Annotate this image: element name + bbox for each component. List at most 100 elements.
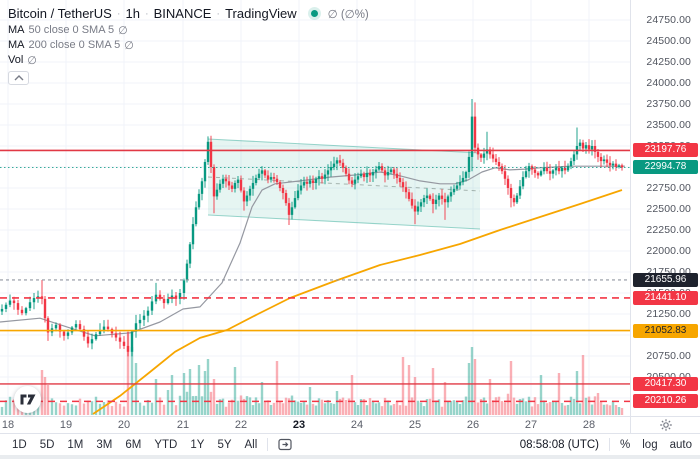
candle-body xyxy=(62,331,66,336)
chart-canvas[interactable] xyxy=(0,0,630,416)
range-button-3m[interactable]: 3M xyxy=(96,438,113,451)
volume-bar xyxy=(473,359,477,415)
candle-body xyxy=(527,166,531,172)
candle-body xyxy=(482,153,486,158)
volume-bar xyxy=(476,402,480,415)
candle-body xyxy=(326,170,330,175)
volume-bar xyxy=(542,400,546,415)
volume-bar xyxy=(62,405,66,415)
candle-body xyxy=(347,173,351,181)
window-bottom-edge xyxy=(0,455,700,459)
candle-body xyxy=(32,298,36,303)
axis-settings-gear-icon[interactable] xyxy=(659,418,675,432)
candle-body xyxy=(350,180,354,184)
volume-bar xyxy=(518,398,522,415)
volume-bar xyxy=(434,400,438,415)
volume-bar xyxy=(257,403,261,415)
price-change-value: ∅ (∅%) xyxy=(327,8,369,21)
tradingview-logo[interactable] xyxy=(14,386,41,413)
candle-body xyxy=(278,182,282,188)
candle-body xyxy=(302,182,306,186)
legend-collapse-button[interactable] xyxy=(8,71,29,85)
volume-bar xyxy=(54,402,58,415)
candle-body xyxy=(374,169,378,173)
exchange-label[interactable]: BINANCE xyxy=(153,6,212,21)
date-range-buttons: 1D 5D 1M 3M 6M YTD 1Y 5Y All xyxy=(0,439,257,451)
candle-body xyxy=(509,188,513,199)
candle-body xyxy=(368,172,372,176)
candle-body xyxy=(500,166,504,172)
candle-body xyxy=(8,300,12,305)
candle-body xyxy=(150,301,154,311)
volume-bar xyxy=(452,400,456,415)
market-status-icon[interactable] xyxy=(310,10,318,17)
candle-body xyxy=(166,298,170,304)
time-axis[interactable]: 18 19 20 21 22 23 24 25 26 27 28 xyxy=(0,416,700,433)
chart-area[interactable] xyxy=(0,0,630,416)
price-tick-label: 22750.00 xyxy=(646,182,691,194)
time-axis-label: 21 xyxy=(176,419,190,431)
candle-body xyxy=(12,300,16,304)
indicator-name: MA xyxy=(8,39,25,51)
candle-body xyxy=(0,308,4,312)
price-label-pill: 21052.83 xyxy=(633,323,698,338)
range-button-5d[interactable]: 5D xyxy=(39,438,55,451)
symbol-title[interactable]: Bitcoin / TetherUS xyxy=(8,6,112,21)
candle-body xyxy=(24,308,28,314)
volume-bar xyxy=(602,404,606,415)
range-button-1m[interactable]: 1M xyxy=(67,438,84,451)
candle-body xyxy=(521,177,525,187)
time-axis-label: 25 xyxy=(408,419,422,431)
candle-body xyxy=(428,195,432,199)
volume-bar xyxy=(437,399,441,415)
candle-body xyxy=(344,167,348,174)
scale-button-auto[interactable]: auto xyxy=(669,438,692,451)
candle-body xyxy=(74,324,78,328)
range-button-ytd[interactable]: YTD xyxy=(154,438,178,451)
candle-body xyxy=(272,177,276,179)
time-axis-label: 22 xyxy=(234,419,248,431)
interval-label[interactable]: 1h xyxy=(125,6,140,21)
volume-bar xyxy=(545,403,549,415)
channel-mid-line xyxy=(207,176,481,192)
range-button-5y[interactable]: 5Y xyxy=(217,438,232,451)
scale-button-log[interactable]: log xyxy=(642,438,658,451)
scale-button-%[interactable]: % xyxy=(620,438,631,451)
range-button-1y[interactable]: 1Y xyxy=(190,438,205,451)
volume-bar xyxy=(287,398,291,415)
price-axis[interactable]: 24750.00 24500.00 24250.00 24000.00 23750.00… xyxy=(630,0,700,416)
candle-body xyxy=(449,192,453,197)
volume-bar xyxy=(554,401,558,415)
volume-bar xyxy=(114,401,118,415)
clock-utc[interactable]: 08:58:08 (UTC) xyxy=(519,438,600,451)
candle-body xyxy=(209,141,213,167)
volume-bar xyxy=(194,395,198,415)
candle-body xyxy=(488,149,492,155)
volume-bar xyxy=(248,397,252,415)
candle-body xyxy=(380,166,384,171)
volume-bar xyxy=(401,357,405,415)
price-tick-label: 22500.00 xyxy=(646,203,691,215)
candle-body xyxy=(377,166,381,170)
indicator-row-ma50[interactable]: MA 50 close 0 SMA 5 ∅ xyxy=(8,23,369,37)
range-button-6m[interactable]: 6M xyxy=(125,438,142,451)
indicator-row-ma200[interactable]: MA 200 close 0 SMA 5 ∅ xyxy=(8,38,369,52)
range-button-1d[interactable]: 1D xyxy=(12,438,27,451)
volume-bar xyxy=(563,405,567,415)
candle-body xyxy=(560,167,564,172)
volume-bar xyxy=(440,406,444,415)
candle-body xyxy=(102,326,106,330)
candle-body xyxy=(389,169,393,173)
bottom-toolbar: 1D 5D 1M 3M 6M YTD 1Y 5Y All 08:58:08 (UTC) % log… xyxy=(0,433,700,455)
candle-body xyxy=(551,170,555,174)
volume-bar xyxy=(356,405,360,415)
ma200-line xyxy=(92,189,623,415)
volume-bar xyxy=(66,403,70,415)
volume-bar xyxy=(515,403,519,415)
range-button-all[interactable]: All xyxy=(244,438,258,451)
volume-bar xyxy=(341,397,345,415)
go-to-date-button[interactable] xyxy=(278,438,293,451)
indicator-row-volume[interactable]: Vol ∅ xyxy=(8,53,369,67)
candle-body xyxy=(422,198,426,203)
vendor-label[interactable]: TradingView xyxy=(225,6,297,21)
